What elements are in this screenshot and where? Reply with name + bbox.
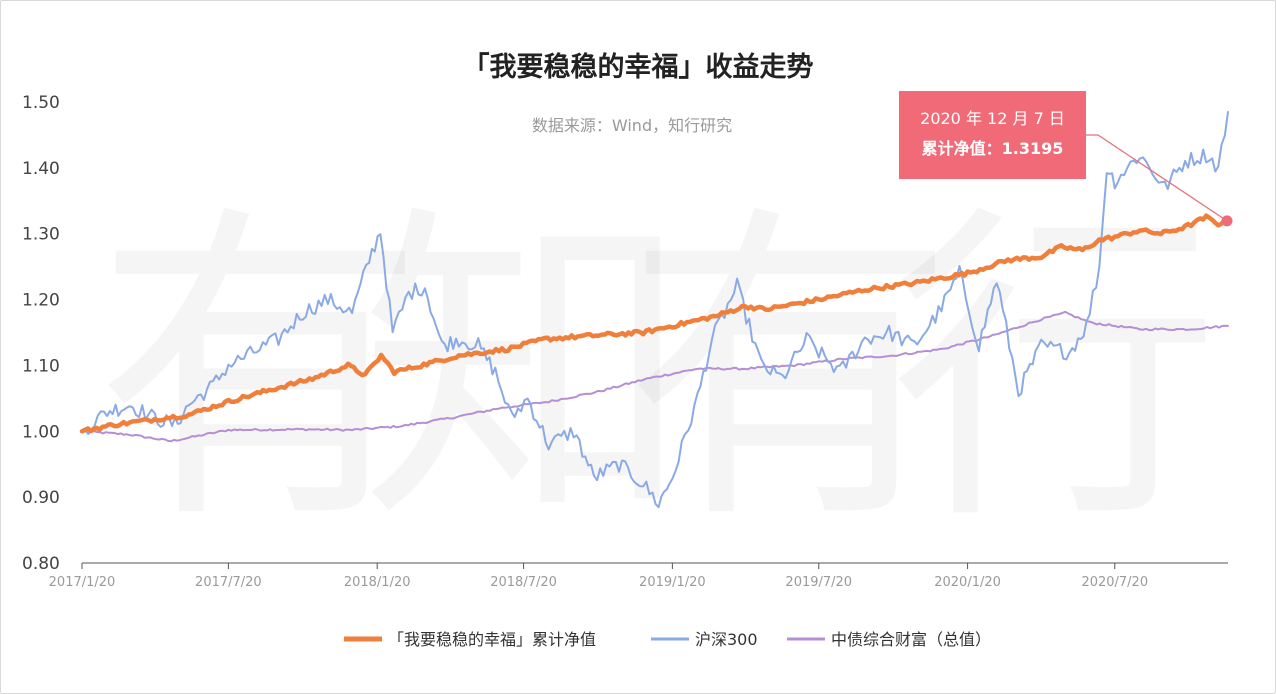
annotation-layer — [1086, 134, 1233, 227]
y-tick-label: 1.30 — [22, 225, 60, 245]
y-axis: 0.80 0.90 1.00 1.10 1.20 1.30 1.40 1.50 — [22, 93, 60, 574]
legend-label: 中债综合财富（总值） — [831, 630, 991, 649]
x-axis: 2017/1/20 2017/7/20 2018/1/20 2018/7/20 2019… — [49, 562, 1228, 590]
annotation-leader — [1086, 134, 1228, 222]
chart-subtitle: 数据来源：Wind，知行研究 — [532, 116, 732, 135]
legend-label: 沪深300 — [695, 630, 758, 649]
x-tick-label: 2020/7/20 — [1081, 575, 1148, 590]
x-tick-label: 2018/1/20 — [344, 575, 411, 590]
x-tick-label: 2019/1/20 — [639, 575, 706, 590]
annotation-date: 2020 年 12 月 7 日 — [920, 109, 1065, 128]
y-tick-label: 1.10 — [22, 356, 60, 376]
y-tick-label: 1.00 — [22, 422, 60, 442]
series-layer — [79, 110, 1231, 509]
annotation-callout: 2020 年 12 月 7 日 累计净值：1.3195 — [899, 91, 1086, 179]
legend-label: 「我要稳稳的幸福」累计净值 — [388, 630, 596, 649]
series-line — [81, 310, 1229, 443]
x-tick-label: 2017/7/20 — [195, 575, 262, 590]
watermark-char: 行 — [890, 179, 1220, 563]
legend: 「我要稳稳的幸福」累计净值 沪深300 中债综合财富（总值） — [344, 630, 991, 649]
y-tick-label: 1.40 — [22, 159, 60, 179]
y-tick-label: 1.20 — [22, 291, 60, 311]
x-tick-label: 2020/1/20 — [934, 575, 1001, 590]
x-tick-label: 2017/1/20 — [49, 575, 116, 590]
y-tick-label: 1.50 — [22, 93, 60, 113]
annotation-value: 累计净值：1.3195 — [921, 139, 1064, 158]
annotation-marker — [1221, 215, 1233, 227]
x-tick-label: 2019/7/20 — [785, 575, 852, 590]
x-tick-label: 2018/7/20 — [490, 575, 557, 590]
series-line — [79, 213, 1231, 434]
y-tick-label: 0.80 — [22, 554, 60, 574]
chart-title: 「我要稳稳的幸福」收益走势 — [463, 51, 814, 83]
series-line — [81, 110, 1229, 509]
y-tick-label: 0.90 — [22, 488, 60, 508]
